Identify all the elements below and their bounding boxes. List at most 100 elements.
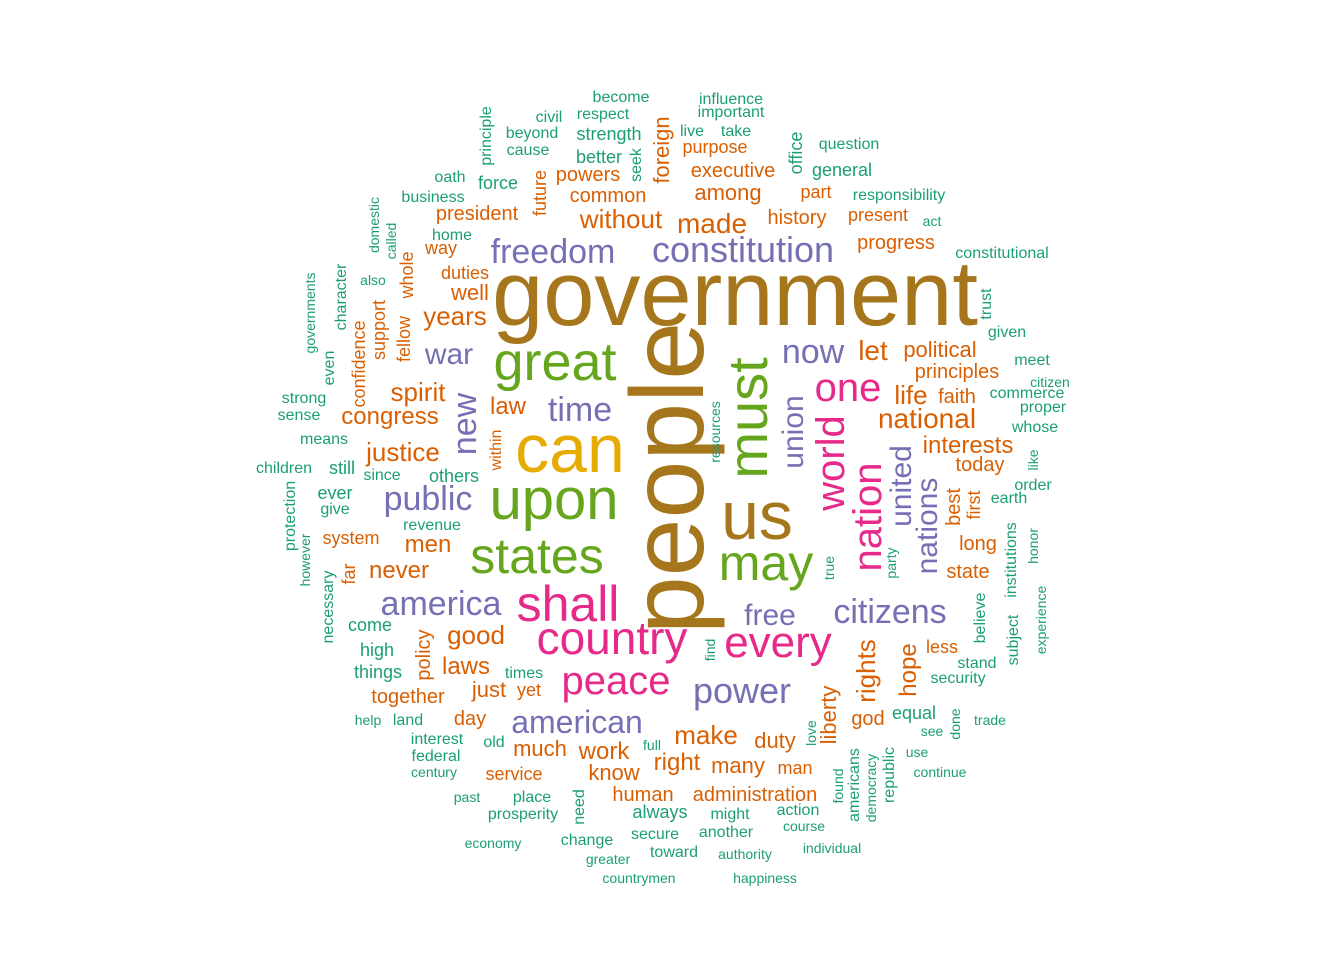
- cloud-word-president: president: [435, 203, 519, 225]
- cloud-word-another: another: [698, 824, 754, 841]
- cloud-word-others: others: [428, 466, 480, 486]
- cloud-word-executive: executive: [690, 160, 776, 182]
- cloud-word-service: service: [485, 764, 543, 784]
- cloud-word-war: war: [424, 338, 474, 371]
- cloud-word-progress: progress: [857, 232, 935, 254]
- cloud-word-best: best: [943, 488, 965, 526]
- cloud-word-future: future: [530, 169, 550, 217]
- cloud-word-states: states: [470, 528, 604, 584]
- cloud-word-since: since: [363, 467, 401, 484]
- cloud-word-strong: strong: [281, 390, 327, 407]
- cloud-word-part: part: [800, 182, 832, 202]
- cloud-word-one: one: [814, 366, 882, 410]
- cloud-word-toward: toward: [649, 844, 699, 861]
- cloud-word-just: just: [471, 677, 507, 702]
- cloud-word-authority: authority: [718, 846, 772, 862]
- cloud-word-cause: cause: [506, 142, 550, 159]
- cloud-word-free: free: [744, 599, 796, 632]
- cloud-word-within: within: [488, 429, 505, 471]
- cloud-word-civil: civil: [535, 109, 563, 126]
- cloud-word-economy: economy: [464, 835, 522, 851]
- cloud-word-citizen: citizen: [1030, 374, 1070, 390]
- cloud-word-peace: peace: [561, 659, 671, 703]
- cloud-word-justice: justice: [366, 437, 440, 467]
- cloud-word-great: great: [493, 332, 617, 392]
- cloud-word-way: way: [424, 238, 458, 258]
- cloud-word-individual: individual: [802, 840, 862, 856]
- cloud-word-liberty: liberty: [816, 685, 841, 745]
- cloud-word-people: people: [610, 321, 726, 635]
- cloud-word-proper: proper: [1019, 399, 1067, 416]
- cloud-word-necessary: necessary: [320, 570, 337, 644]
- cloud-word-confidence: confidence: [349, 320, 369, 408]
- cloud-word-change: change: [560, 832, 614, 849]
- cloud-word-man: man: [777, 758, 813, 778]
- cloud-word-good: good: [447, 620, 505, 650]
- cloud-word-always: always: [632, 802, 688, 822]
- cloud-word-give: give: [320, 501, 350, 518]
- cloud-word-believe: believe: [972, 592, 989, 644]
- cloud-word-ever: ever: [317, 483, 353, 503]
- cloud-word-public: public: [383, 480, 473, 518]
- cloud-word-beyond: beyond: [505, 125, 559, 142]
- cloud-word-state: state: [946, 561, 990, 583]
- cloud-word-power: power: [692, 670, 792, 711]
- cloud-word-children: children: [255, 460, 313, 477]
- cloud-word-institutions: institutions: [1003, 522, 1020, 598]
- cloud-word-happiness: happiness: [733, 870, 797, 886]
- cloud-word-land: land: [392, 712, 424, 729]
- cloud-word-today: today: [955, 454, 1005, 476]
- cloud-word-earth: earth: [990, 490, 1028, 507]
- cloud-word-men: men: [404, 531, 452, 558]
- cloud-word-honor: honor: [1025, 528, 1041, 564]
- cloud-word-among: among: [694, 180, 762, 205]
- cloud-word-secure: secure: [630, 826, 680, 843]
- cloud-word-seek: seek: [628, 148, 645, 182]
- cloud-word-government: government: [492, 243, 978, 345]
- cloud-word-americans: americans: [846, 748, 863, 822]
- cloud-word-century: century: [411, 764, 457, 780]
- cloud-word-duties: duties: [440, 263, 490, 283]
- cloud-word-duty: duty: [754, 728, 796, 753]
- cloud-word-principle: principle: [478, 106, 495, 166]
- cloud-word-administration: administration: [692, 784, 818, 806]
- cloud-word-governments: governments: [302, 272, 318, 354]
- cloud-word-strength: strength: [576, 124, 642, 144]
- cloud-word-might: might: [710, 806, 750, 823]
- cloud-word-long: long: [959, 533, 997, 555]
- cloud-word-purpose: purpose: [682, 137, 748, 157]
- cloud-word-life: life: [894, 380, 928, 410]
- cloud-word-law: law: [489, 393, 527, 420]
- cloud-word-years: years: [423, 301, 487, 331]
- cloud-word-respect: respect: [576, 106, 630, 123]
- cloud-word-federal: federal: [411, 748, 461, 765]
- cloud-word-laws: laws: [441, 653, 491, 680]
- cloud-word-force: force: [477, 173, 519, 193]
- cloud-word-find: find: [702, 638, 718, 662]
- cloud-word-work: work: [578, 738, 630, 765]
- cloud-word-upon: upon: [489, 467, 619, 532]
- cloud-word-constitutional: constitutional: [955, 245, 1049, 262]
- cloud-word-faith: faith: [938, 386, 976, 408]
- cloud-word-american: american: [511, 704, 643, 740]
- cloud-word-subject: subject: [1005, 614, 1022, 666]
- cloud-word-support: support: [369, 299, 389, 361]
- cloud-word-let: let: [858, 335, 888, 366]
- cloud-word-times: times: [504, 665, 544, 682]
- cloud-word-commerce: commerce: [989, 385, 1065, 402]
- cloud-word-place: place: [512, 789, 552, 806]
- cloud-word-god: god: [851, 708, 885, 730]
- cloud-word-together: together: [371, 686, 445, 708]
- cloud-word-whole: whole: [397, 251, 417, 299]
- cloud-word-resources: resources: [707, 401, 723, 463]
- cloud-word-party: party: [883, 547, 899, 579]
- cloud-word-love: love: [803, 720, 819, 746]
- cloud-word-hope: hope: [895, 643, 922, 697]
- cloud-word-old: old: [483, 734, 505, 751]
- cloud-word-equal: equal: [891, 703, 937, 723]
- cloud-word-every: every: [724, 618, 832, 667]
- cloud-word-meet: meet: [1014, 352, 1050, 369]
- cloud-word-republic: republic: [881, 746, 898, 804]
- cloud-word-first: first: [964, 490, 984, 520]
